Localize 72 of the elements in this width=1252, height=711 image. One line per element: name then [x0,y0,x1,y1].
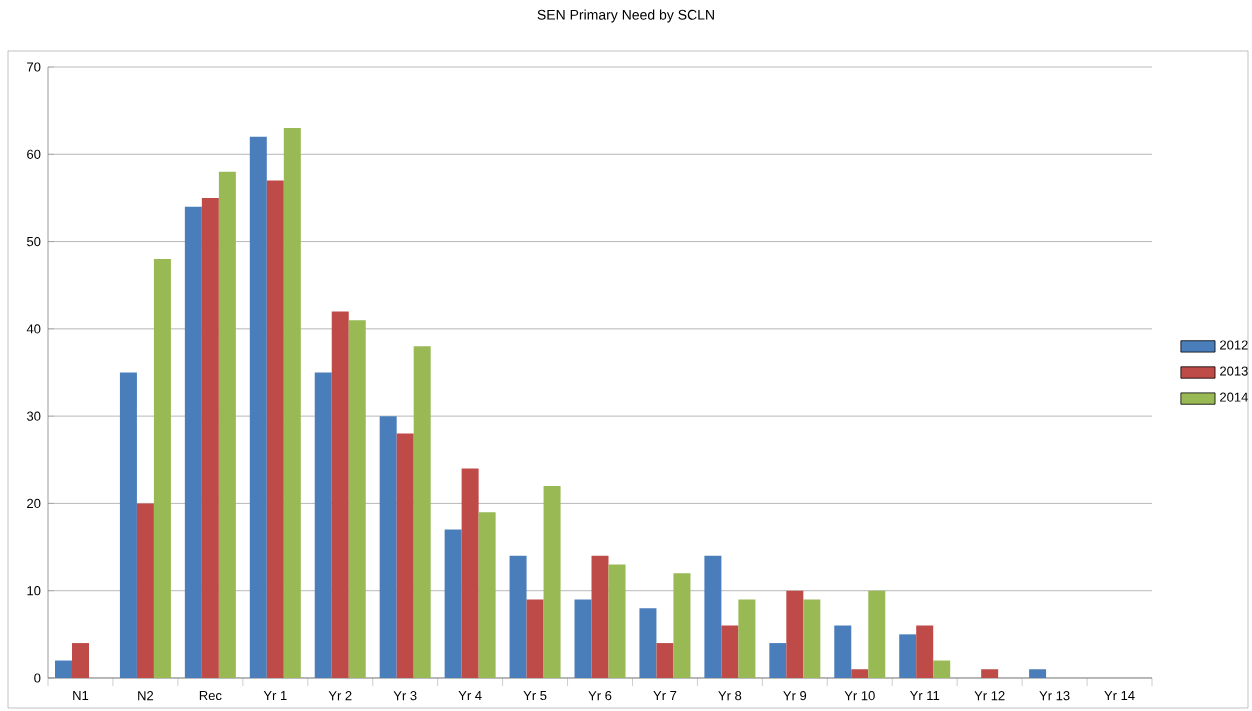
x-tick-label: Yr 5 [523,691,547,701]
x-tick-label: Yr 14 [1104,691,1135,700]
bar [54,660,72,678]
bar [509,555,527,678]
y-tick-label: 40 [26,324,41,334]
bar [218,171,236,678]
bar [543,485,561,678]
x-tick-label: Yr 2 [328,691,352,701]
bar [413,346,431,678]
bar [348,320,366,678]
bar [981,669,999,678]
bar [71,643,89,678]
bar [396,433,414,678]
legend-label: 2012 [1220,340,1248,350]
bar [526,599,544,678]
bar [249,136,267,678]
y-tick-label: 30 [26,411,41,421]
bar [379,416,397,678]
bar [266,180,284,678]
bar [608,564,626,678]
x-tick-label: Yr 3 [393,691,417,701]
bar [899,634,917,678]
y-tick-label: 70 [27,62,41,72]
x-tick-label: Yr 1 [263,691,287,700]
y-tick-label: 60 [27,149,41,159]
x-tick-label: Yr 4 [458,691,482,700]
x-tick-label: N1 [73,691,89,700]
chart-title: SEN Primary Need by SCLN [537,9,714,23]
x-tick-label: Yr 13 [1039,691,1070,701]
bar [283,128,301,678]
bar [656,643,674,678]
bar [786,590,804,678]
bar [444,529,462,678]
bar [184,206,202,678]
x-tick-label: Rec [199,691,222,701]
bar [331,311,349,678]
y-tick-label: 50 [27,236,41,247]
bar [673,573,691,678]
bar [916,625,934,678]
bar [591,555,609,678]
legend-label: 2014 [1220,392,1248,402]
bar [1029,669,1047,678]
x-tick-label: Yr 7 [653,691,677,700]
bar [136,503,154,678]
x-tick-label: Yr 6 [588,691,612,701]
bar [738,599,756,678]
y-tick-label: 10 [27,586,41,596]
bar [153,259,171,678]
bar [201,197,219,678]
x-tick-label: Yr 9 [783,691,807,701]
bar [704,555,722,678]
y-tick-label: 0 [34,673,41,683]
bar [868,590,886,678]
bar [574,599,592,678]
bar [119,372,137,678]
y-tick-label: 20 [27,498,41,509]
legend-label: 2013 [1220,366,1248,376]
bar [461,468,479,678]
bar [478,512,496,678]
x-tick-label: N2 [138,691,154,701]
x-tick-label: Yr 12 [974,691,1005,701]
bar [314,372,332,678]
bar [851,669,869,678]
bar [769,643,787,678]
bar [721,625,739,678]
bar [834,625,852,678]
x-tick-label: Yr 11 [909,691,940,700]
bar [803,599,821,678]
x-tick-label: Yr 10 [844,691,875,701]
x-tick-label: Yr 8 [718,691,742,701]
bar [639,608,657,678]
bar [933,660,951,678]
